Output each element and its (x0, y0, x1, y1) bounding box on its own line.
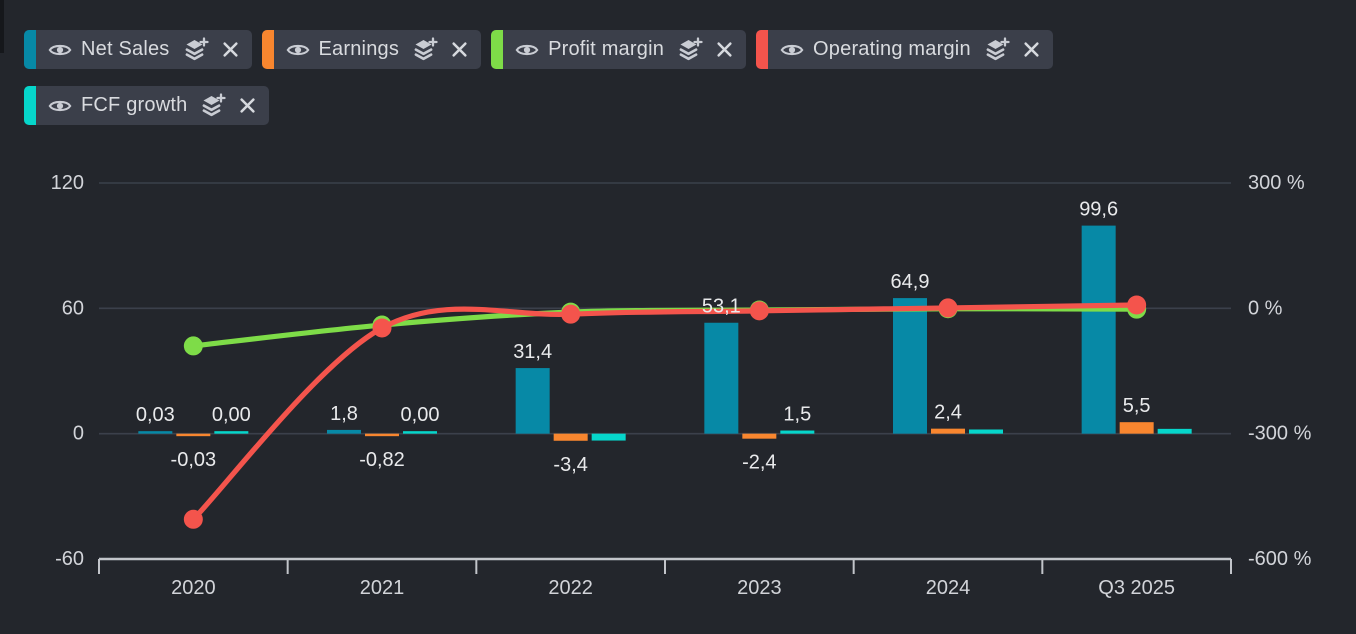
left-axis-tick-label: -60 (55, 548, 84, 570)
bar-fcf-growth-2024 (969, 429, 1003, 434)
close-icon[interactable] (1023, 41, 1040, 58)
right-axis-tick-label: 0 % (1248, 297, 1283, 319)
sidebar-edge-strip (0, 0, 4, 53)
value-label: 64,9 (891, 271, 930, 293)
bar-fcf-growth-2022 (591, 433, 626, 441)
bar-earnings-2021 (365, 433, 399, 437)
eye-icon[interactable] (514, 38, 540, 62)
layers-plus-icon[interactable] (677, 36, 704, 63)
series-color-stripe (491, 30, 504, 69)
bar-fcf-growth-2023 (780, 430, 815, 434)
close-icon[interactable] (222, 41, 239, 58)
value-label: 5,5 (1123, 395, 1151, 417)
bar-net-sales-2023 (704, 322, 739, 434)
layers-plus-icon[interactable] (412, 36, 439, 63)
eye-icon[interactable] (285, 38, 311, 62)
series-label: Net Sales (81, 38, 170, 60)
right-axis-tick-label: -300 % (1248, 423, 1312, 445)
layers-plus-icon[interactable] (200, 92, 227, 119)
value-label: 1,5 (783, 404, 811, 426)
series-label: Earnings (318, 38, 400, 60)
layers-plus-icon[interactable] (984, 36, 1011, 63)
line-operating-margin (190, 302, 1140, 522)
x-axis-category-label: 2022 (548, 577, 593, 599)
legend-chip-earnings[interactable]: Earnings (261, 30, 482, 69)
legend-chip-fcf-growth[interactable]: FCF growth (24, 86, 270, 125)
x-axis-category-label: 2023 (737, 577, 782, 599)
bar-fcf-growth-2020 (214, 431, 249, 434)
point-operating-margin-2021 (372, 318, 392, 338)
x-axis-category-label: 2024 (926, 577, 971, 599)
value-label: 0,00 (401, 404, 440, 426)
x-axis-category-label: 2021 (360, 577, 405, 599)
bar-earnings-Q3 2025 (1119, 422, 1154, 434)
series-label: Profit margin (548, 38, 665, 60)
value-label: 1,8 (330, 403, 358, 425)
bar-net-sales-2024 (893, 298, 927, 434)
legend-chip-net-sales[interactable]: Net Sales (24, 30, 252, 69)
series-color-stripe (756, 30, 769, 69)
bar-net-sales-2020 (138, 431, 173, 434)
point-operating-margin-2023 (749, 301, 769, 321)
series-color-stripe (24, 86, 36, 125)
point-profit-margin-2020 (183, 336, 203, 356)
right-axis-tick-label: -600 % (1248, 548, 1312, 570)
bar-earnings-2023 (742, 433, 777, 439)
left-axis-tick-label: 0 (73, 423, 84, 445)
legend-chip-profit-margin[interactable]: Profit margin (491, 30, 747, 69)
series-label: FCF growth (81, 94, 188, 116)
value-label: 0,00 (212, 404, 251, 426)
bar-net-sales-2022 (515, 368, 550, 434)
right-axis-tick-label: 300 % (1248, 172, 1305, 194)
eye-icon[interactable] (779, 38, 805, 62)
value-label: 0,03 (136, 404, 175, 426)
value-label: -3,4 (553, 454, 587, 476)
point-operating-margin-2024 (938, 298, 958, 318)
close-icon[interactable] (239, 97, 256, 114)
value-label: 2,4 (934, 402, 962, 424)
series-color-stripe (24, 30, 36, 69)
value-label: -0,82 (359, 449, 405, 471)
bar-earnings-2020 (176, 433, 211, 437)
value-label: -0,03 (171, 449, 217, 471)
bar-net-sales-Q3 2025 (1081, 225, 1116, 434)
series-label: Operating margin (813, 38, 971, 60)
bar-net-sales-2021 (327, 429, 361, 434)
left-axis-tick-label: 120 (51, 172, 84, 194)
close-icon[interactable] (451, 41, 468, 58)
left-axis-tick-label: 60 (62, 297, 84, 319)
value-label: 53,1 (702, 296, 741, 318)
value-label: 31,4 (513, 341, 552, 363)
legend-chip-operating-margin[interactable]: Operating margin (756, 30, 1053, 69)
bar-fcf-growth-2021 (403, 431, 437, 434)
layers-plus-icon[interactable] (183, 36, 210, 63)
value-label: 99,6 (1079, 199, 1118, 221)
close-icon[interactable] (716, 41, 733, 58)
eye-icon[interactable] (47, 94, 73, 118)
x-axis-category-label: Q3 2025 (1098, 577, 1175, 599)
point-operating-margin-Q3 2025 (1127, 295, 1147, 315)
bar-fcf-growth-Q3 2025 (1157, 428, 1192, 434)
series-color-stripe (261, 30, 274, 69)
value-label: -2,4 (742, 452, 776, 474)
legend-row-2: FCF growth (24, 86, 270, 125)
x-axis-category-label: 2020 (171, 577, 216, 599)
bar-earnings-2022 (553, 433, 588, 441)
eye-icon[interactable] (47, 38, 73, 62)
point-operating-margin-2020 (183, 509, 203, 529)
point-operating-margin-2022 (561, 304, 581, 324)
legend-row-1: Net Sales Earnings Profit margin (24, 30, 1053, 69)
bar-earnings-2024 (931, 428, 965, 434)
